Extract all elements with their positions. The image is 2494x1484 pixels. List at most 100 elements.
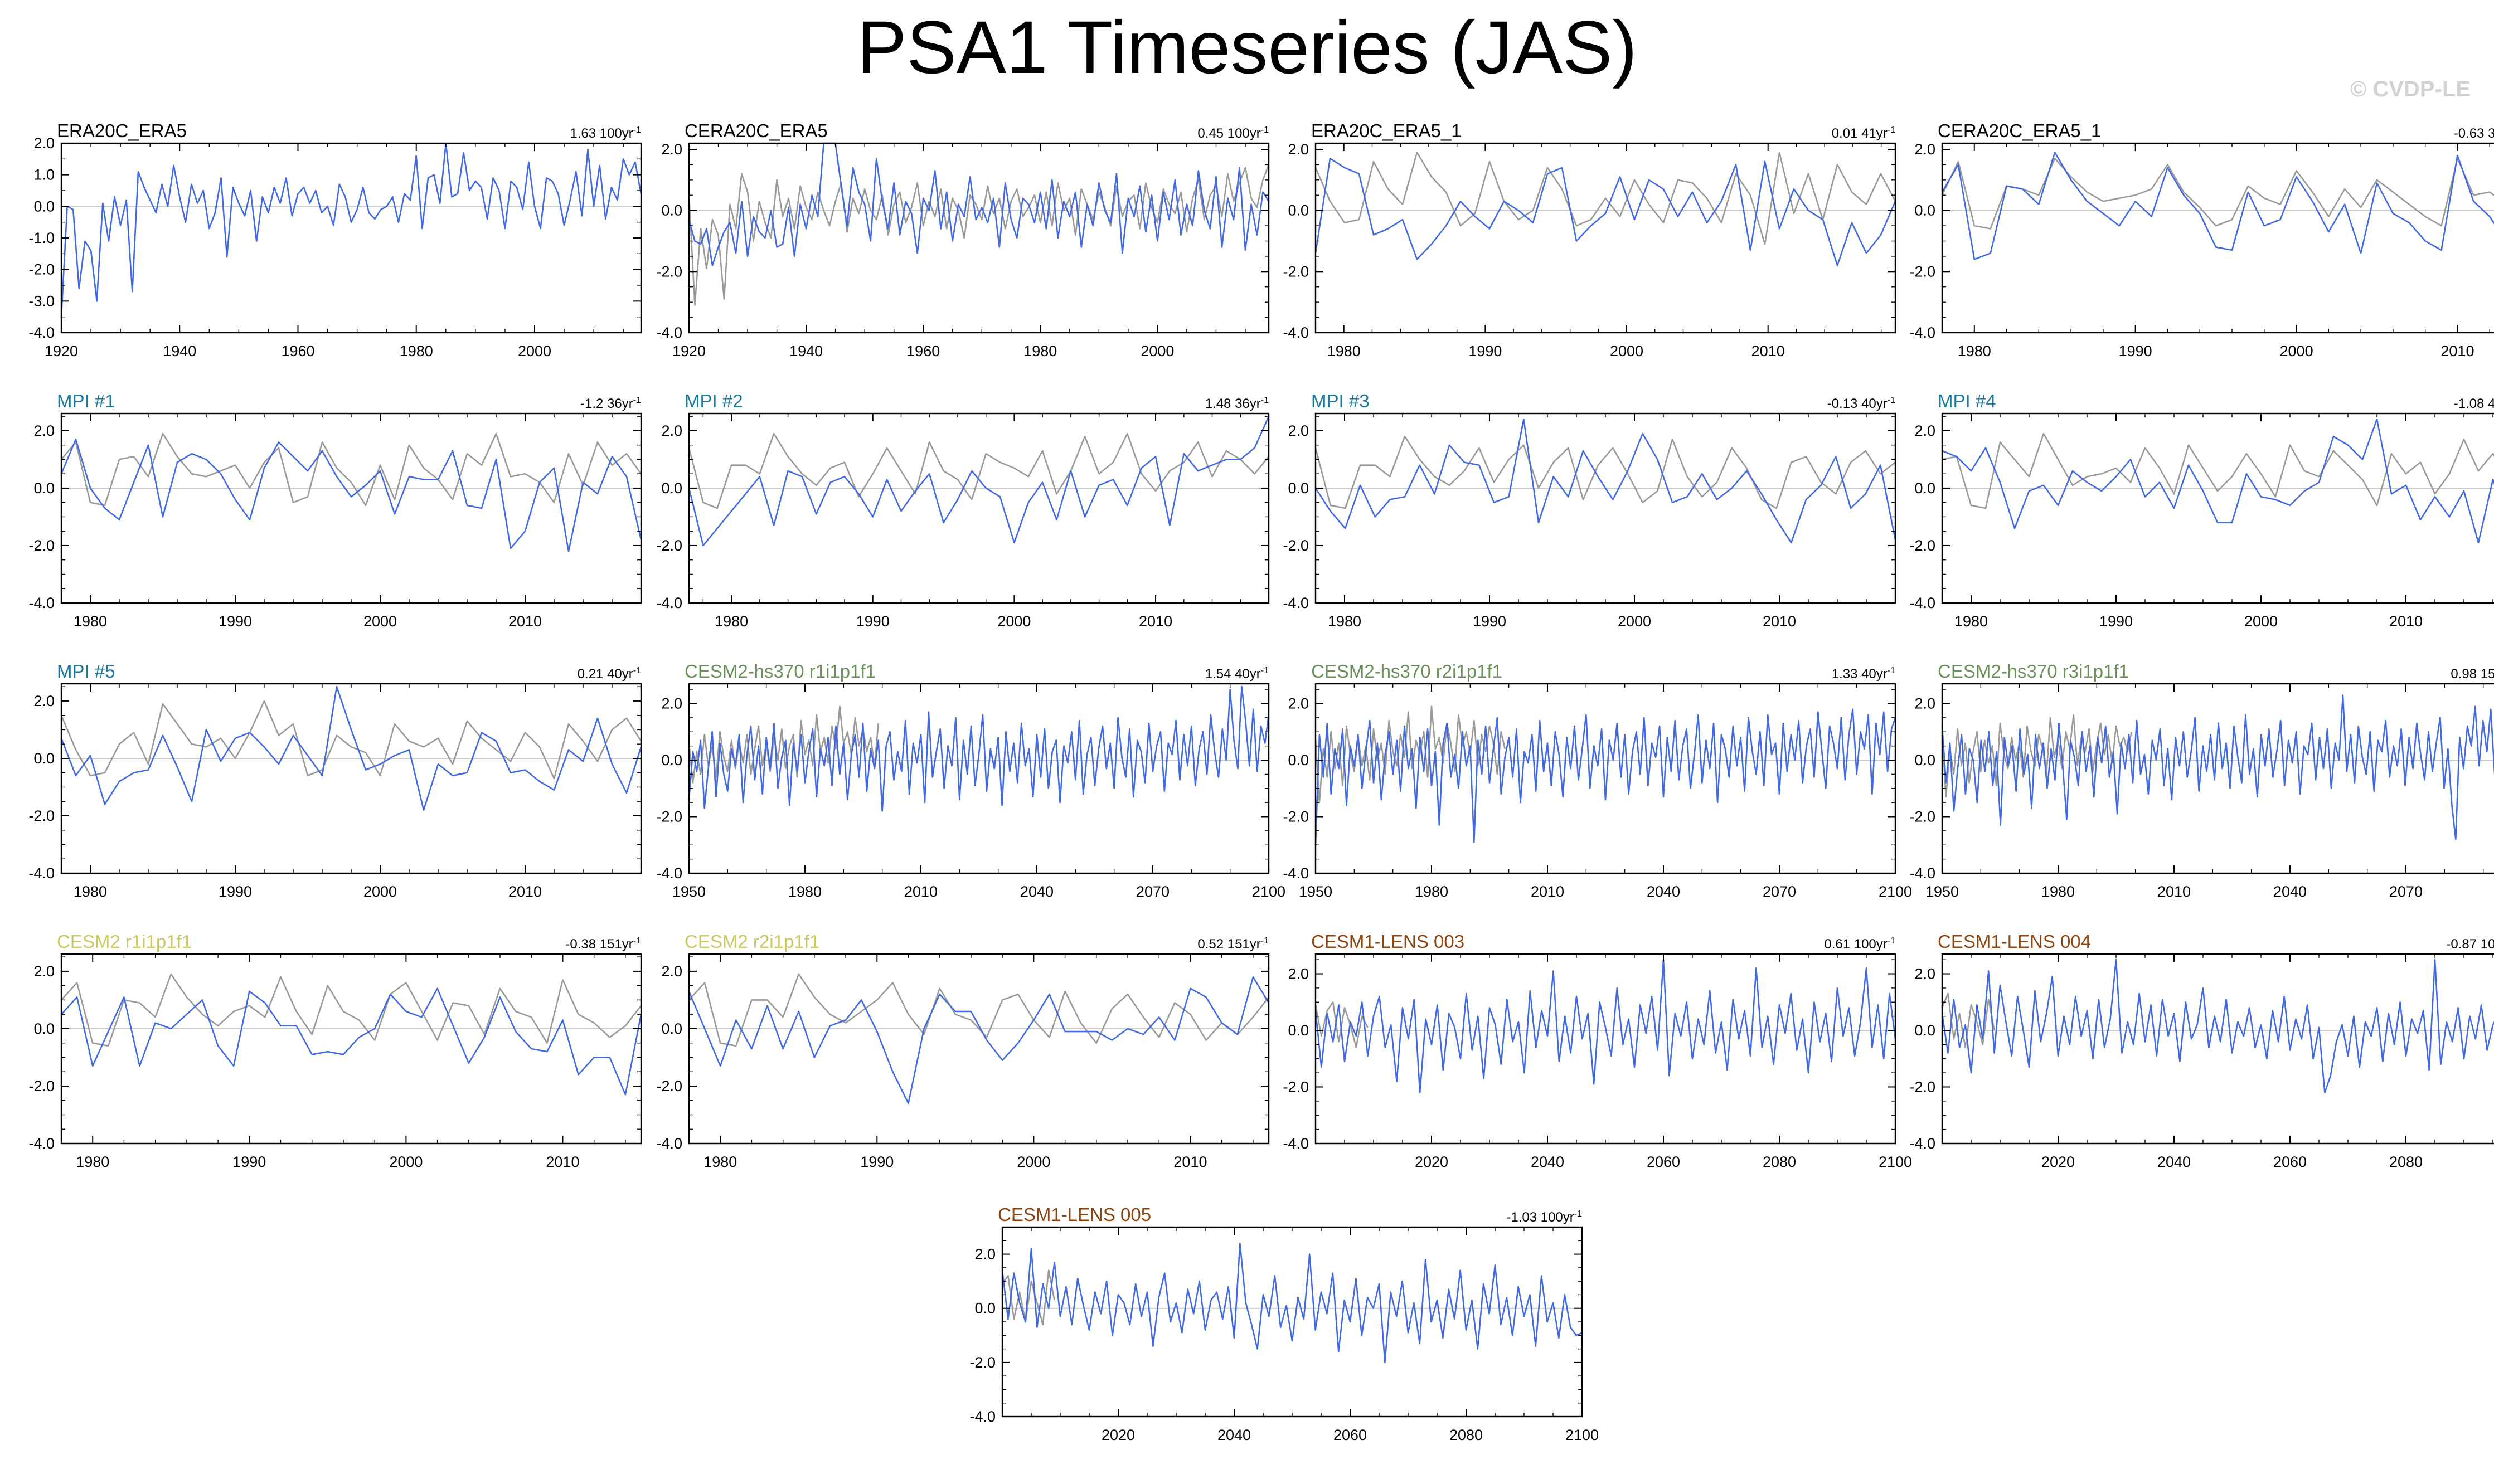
plot-frame [1941,412,2494,604]
x-tick-label: 1990 [2119,343,2152,359]
y-tick-label: -4.0 [1909,595,1935,611]
timeseries-plot: 2.0 0.0 -2.0 -4.0 1980 1990 2000 2010 [28,683,642,900]
x-tick-label: 2080 [2389,1154,2423,1170]
obs-series-line [61,973,642,1047]
x-tick-label: 2010 [1139,613,1172,630]
x-tick-label: 2060 [1333,1427,1367,1443]
panel-title: CESM2 r1i1p1f1 [57,931,192,952]
x-tick-label: 2010 [1173,1154,1207,1170]
y-tick-label: 0.0 [33,198,55,215]
x-tick-label: 2010 [904,883,938,900]
model-series-line [60,685,642,811]
timeseries-panel: CESM1-LENS 005 -1.03 100yr-1 2.0 0.0 -2.0 -4.… [969,1204,1604,1466]
obs-series-line [1314,1001,1369,1048]
y-tick-label: -4.0 [28,324,55,341]
plot-frame [1314,683,1896,874]
y-tick-label: -4.0 [1283,324,1309,341]
plot-frame [60,953,642,1145]
model-series-line [61,987,642,1096]
y-tick-label: 0.0 [661,202,682,219]
timeseries-plot: 2.0 0.0 -2.0 -4.0 1980 1990 2000 2010 [1909,141,2494,359]
x-tick-label: 2010 [1763,613,1796,630]
timeseries-panel: MPI #4 -1.08 40yr-1 2.0 0.0 -2.0 -4.0 1980 1990… [1909,390,2494,652]
x-tick-label: 2010 [546,1154,579,1170]
y-tick-label: -2.0 [1283,1079,1309,1096]
obs-series-line [1314,152,1896,245]
trend-label: 0.45 100yr-1 [1197,125,1269,141]
x-tick-label: 2010 [2389,613,2423,630]
panel-title: MPI #4 [1938,391,1996,411]
x-tick-label: 1990 [232,1154,266,1170]
plot-frame [688,683,1270,874]
x-tick-label: 1920 [45,343,78,359]
y-tick-label: -3.0 [28,293,55,309]
y-tick-label: 0.0 [1288,752,1309,768]
x-tick-label: 1980 [76,1154,109,1170]
plot-frame [1941,142,2494,334]
x-tick-label: 2010 [508,613,542,630]
plot-frame [1001,1226,1583,1418]
x-tick-label: 2040 [1531,1154,1564,1170]
model-series-line [1942,418,2494,544]
model-series-line [688,142,1270,266]
panel-title: CESM2-hs370 r1i1p1f1 [685,661,876,682]
obs-series-line [688,973,1270,1047]
y-tick-label: -2.0 [1909,1079,1935,1096]
trend-label: -0.87 100yr-1 [2446,937,2494,952]
y-tick-label: -4.0 [28,595,55,611]
y-tick-label: -1.0 [28,230,55,246]
x-tick-label: 1920 [672,343,706,359]
y-tick-label: -4.0 [1283,865,1309,882]
x-tick-label: 2080 [1449,1427,1483,1443]
model-series-line [60,142,642,317]
y-tick-label: 0.0 [1288,1022,1309,1039]
x-tick-label: 1980 [1023,343,1057,359]
plot-frame [688,953,1270,1145]
plot-frame [1941,683,2494,874]
timeseries-panel: MPI #5 0.21 40yr-1 2.0 0.0 -2.0 -4.0 1980 1990 2… [28,660,663,922]
x-tick-label: 1950 [1925,883,1959,900]
y-tick-label: -2.0 [656,1078,682,1094]
trend-label: -0.63 36yr-1 [2453,126,2494,141]
timeseries-panel: MPI #1 -1.2 36yr-1 2.0 0.0 -2.0 -4.0 1980 1990 2… [28,390,663,652]
y-tick-label: 2.0 [974,1246,996,1263]
y-tick-label: -4.0 [1909,865,1935,882]
plot-frame [1941,953,2494,1145]
y-tick-label: -2.0 [1283,809,1309,825]
y-tick-label: -2.0 [656,263,682,280]
model-series-line [688,416,1270,547]
timeseries-panel: CESM1-LENS 003 0.61 100yr-1 2.0 0.0 -2.0 -4.0… [1283,931,1918,1193]
panel-title: CESM1-LENS 003 [1311,931,1465,952]
model-series-line [1314,958,1896,1094]
plot-frame [60,412,642,604]
y-tick-label: -2.0 [1283,263,1309,280]
plot-frame [1314,953,1896,1145]
timeseries-panel: MPI #3 -0.13 40yr-1 2.0 0.0 -2.0 -4.0 1980 1990… [1283,390,1918,652]
y-tick-label: 0.0 [661,480,682,497]
y-tick-label: 2.0 [1914,695,1935,712]
timeseries-panel: CESM2-hs370 r1i1p1f1 1.54 40yr-1 2.0 0.0 -2.… [656,660,1291,922]
trend-label: 1.54 40yr-1 [1205,666,1269,682]
y-tick-label: -2.0 [28,261,55,278]
y-tick-label: 0.0 [661,752,682,768]
model-series-line [688,976,1270,1105]
y-tick-label: -2.0 [28,537,55,554]
y-tick-label: 2.0 [661,141,682,158]
trend-label: -1.2 36yr-1 [580,396,641,411]
x-tick-label: 2070 [1763,883,1796,900]
x-tick-label: 2020 [1415,1154,1448,1170]
y-tick-label: -2.0 [28,807,55,824]
y-tick-label: 2.0 [33,693,55,709]
x-tick-label: 2000 [997,613,1031,630]
panel-title: CESM1-LENS 004 [1938,931,2092,952]
x-tick-label: 2010 [1531,883,1564,900]
panel-title: MPI #2 [685,391,743,411]
x-tick-label: 2010 [1751,343,1785,359]
model-series-line [1941,152,2494,260]
x-tick-label: 2040 [1020,883,1054,900]
y-tick-label: 2.0 [1914,141,1935,158]
timeseries-plot: 2.0 0.0 -2.0 -4.0 1980 1990 2000 2010 [656,953,1270,1170]
y-tick-label: -4.0 [1909,1135,1935,1152]
